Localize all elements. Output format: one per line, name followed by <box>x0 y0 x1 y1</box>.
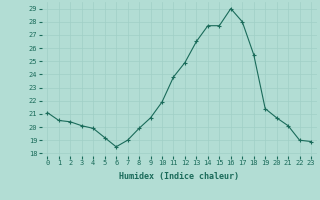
X-axis label: Humidex (Indice chaleur): Humidex (Indice chaleur) <box>119 172 239 181</box>
